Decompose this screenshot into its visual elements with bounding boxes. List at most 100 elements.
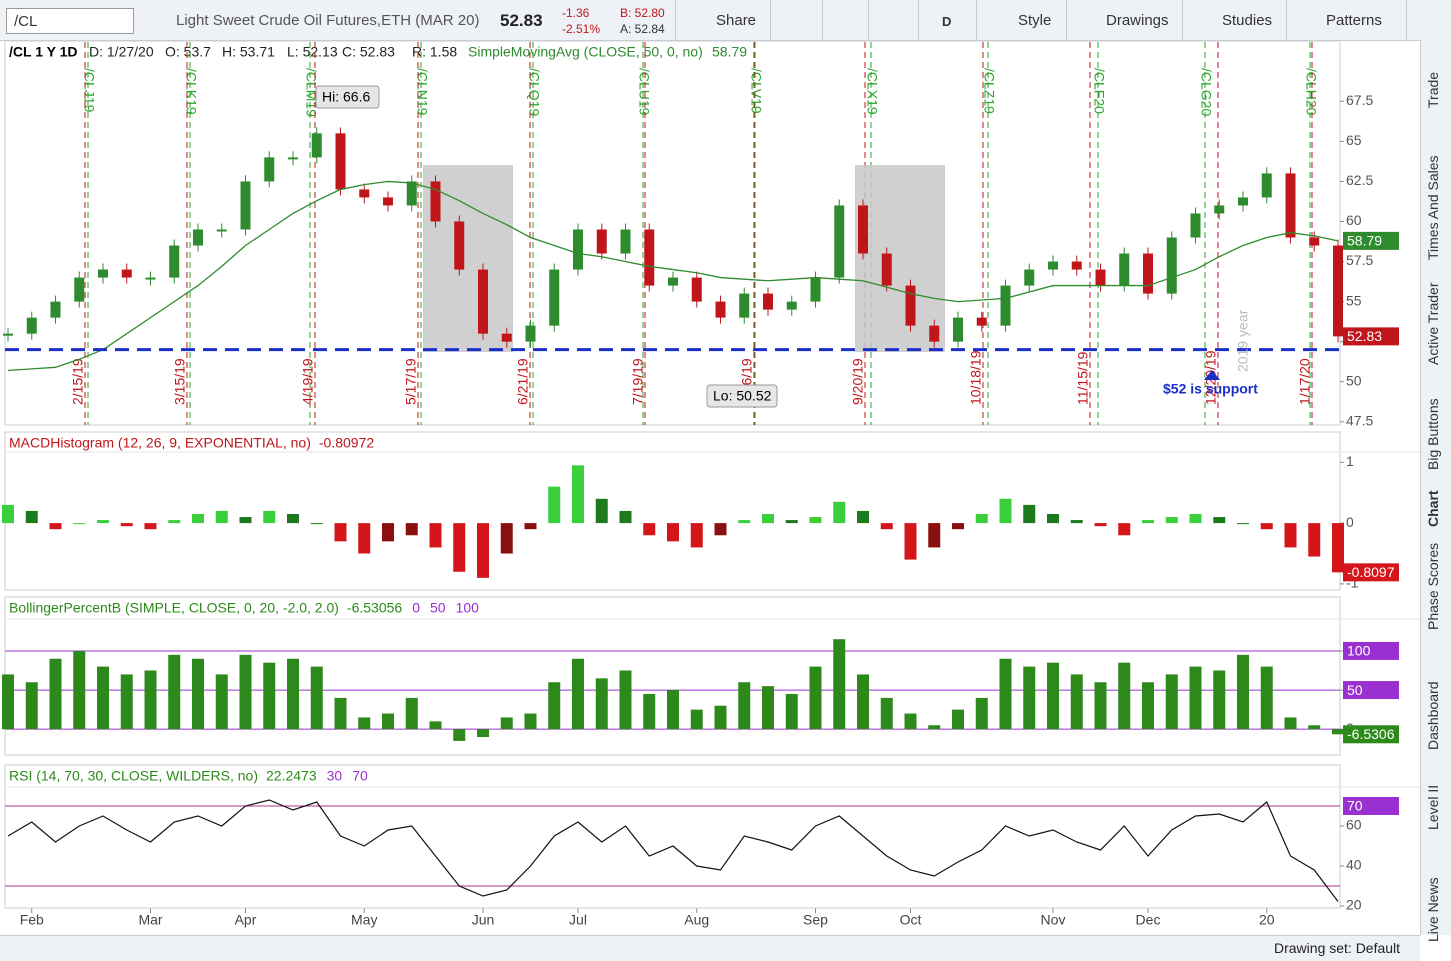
macd-bar xyxy=(358,523,371,554)
percent-b-bar xyxy=(477,729,489,738)
candle xyxy=(763,293,773,310)
percent-b-bar xyxy=(358,717,371,730)
macd-bar xyxy=(120,523,133,527)
sidebar-tab[interactable]: Live News xyxy=(1425,877,1441,942)
macd-bar xyxy=(1118,523,1131,536)
percent-b-bar xyxy=(928,725,941,730)
candle xyxy=(145,277,156,280)
y-tick-label: 67.5 xyxy=(1346,92,1373,108)
percent-b-bar xyxy=(857,674,869,730)
percent-b-bar xyxy=(548,682,561,730)
candle xyxy=(1143,253,1153,294)
candle xyxy=(335,133,346,190)
study-name: RSI (14, 70, 30, CLOSE, WILDERS, no) xyxy=(9,768,258,784)
contract-label: /CLH20 xyxy=(1303,68,1319,116)
sma-line xyxy=(7,180,1339,372)
percent-b-bar xyxy=(97,666,109,730)
x-tick-label: Sep xyxy=(803,912,828,928)
period-button[interactable]: D xyxy=(942,14,952,29)
candle xyxy=(26,317,37,334)
sidebar-tab[interactable]: Active Trader xyxy=(1425,282,1441,365)
sidebar-tab[interactable]: Trade xyxy=(1425,71,1441,108)
candle xyxy=(74,277,85,302)
sidebar-tab[interactable]: Phase Scores xyxy=(1425,542,1441,630)
stat: C: 52.83 xyxy=(342,44,395,60)
percent-b-bar xyxy=(1332,729,1344,735)
symbol[interactable]: /CL xyxy=(14,13,38,30)
divider xyxy=(822,0,823,40)
percent-b-bar xyxy=(1070,674,1083,730)
percent-b-bar xyxy=(1260,666,1273,730)
macd-bar xyxy=(595,498,608,524)
candle xyxy=(1071,261,1082,270)
candle xyxy=(1166,237,1177,294)
divider xyxy=(1066,0,1067,40)
percent-b-bar xyxy=(405,697,418,730)
x-tick-label: Jul xyxy=(569,912,587,928)
ask: A: 52.84 xyxy=(620,22,665,36)
macd-bar xyxy=(239,517,252,524)
bid: B: 52.80 xyxy=(620,6,665,20)
drawings-button[interactable]: Drawings xyxy=(1106,12,1169,29)
candle xyxy=(1238,197,1248,206)
percent-b-bar xyxy=(49,658,62,730)
percent-b-bar xyxy=(809,666,822,730)
percent-b-bar xyxy=(168,654,181,730)
x-tick-label: Aug xyxy=(684,912,709,928)
percent-b-bar xyxy=(1308,725,1321,730)
share-button[interactable]: Share xyxy=(716,12,757,29)
expiration-label: 2/15/19 xyxy=(70,358,86,405)
style-button[interactable]: Style xyxy=(1018,12,1052,29)
drawing-set[interactable]: Drawing set: Default xyxy=(1274,940,1401,956)
candle xyxy=(430,181,441,222)
sidebar-tab[interactable]: Chart xyxy=(1425,490,1441,527)
hi-label: Hi: 66.6 xyxy=(322,89,370,105)
macd-bar xyxy=(2,504,14,524)
support-annotation: $52 is support xyxy=(1163,381,1258,397)
candle xyxy=(620,229,631,254)
sidebar-tab[interactable]: Level II xyxy=(1425,784,1441,830)
patterns-button[interactable]: Patterns xyxy=(1326,12,1382,29)
macd-bar xyxy=(975,513,988,524)
percent-b-bar xyxy=(904,713,917,730)
sidebar-tab[interactable]: Times And Sales xyxy=(1425,155,1441,260)
stat: L: 52.13 xyxy=(287,44,338,60)
level-label: 0 xyxy=(412,600,420,616)
macd-bar xyxy=(643,523,656,536)
candle xyxy=(929,325,940,342)
change: -1.36 xyxy=(562,6,590,20)
macd-bar xyxy=(263,510,276,524)
sidebar-tab[interactable]: Big Buttons xyxy=(1425,398,1441,470)
contract-label: /CLX19 xyxy=(864,68,880,115)
sma-badge-bg xyxy=(1343,231,1399,250)
percent-b-bar xyxy=(1189,666,1202,730)
macd-bar xyxy=(1332,523,1344,573)
candle xyxy=(193,229,203,246)
percent-b-bar xyxy=(880,697,893,730)
candle xyxy=(383,197,393,206)
percent-b-bar xyxy=(690,709,703,730)
sma-badge: 58.79 xyxy=(1347,233,1382,249)
candle xyxy=(1048,261,1058,270)
expiration-label: 5/17/19 xyxy=(403,358,419,405)
x-tick-label: Nov xyxy=(1041,912,1066,928)
sidebar-tab[interactable]: Dashboard xyxy=(1425,681,1441,751)
y-tick-label: 60 xyxy=(1346,817,1362,833)
macd-bar xyxy=(619,510,632,524)
percent-b-bar xyxy=(239,654,252,730)
candle xyxy=(501,333,512,342)
macd-bar xyxy=(548,486,561,524)
expiration-label: 6/21/19 xyxy=(515,358,531,405)
study-value: -6.53056 xyxy=(347,600,402,616)
percent-b-bar xyxy=(25,682,38,730)
candle xyxy=(976,317,987,326)
expiration-label: 3/15/19 xyxy=(172,358,188,405)
studies-button[interactable]: Studies xyxy=(1222,12,1273,29)
percent-b-bar xyxy=(192,658,204,730)
macd-bar xyxy=(453,523,466,572)
stat: R: 1.58 xyxy=(412,44,457,60)
macd-bar xyxy=(572,465,584,524)
macd-bar xyxy=(1094,523,1107,527)
symbol-box[interactable] xyxy=(6,8,134,34)
